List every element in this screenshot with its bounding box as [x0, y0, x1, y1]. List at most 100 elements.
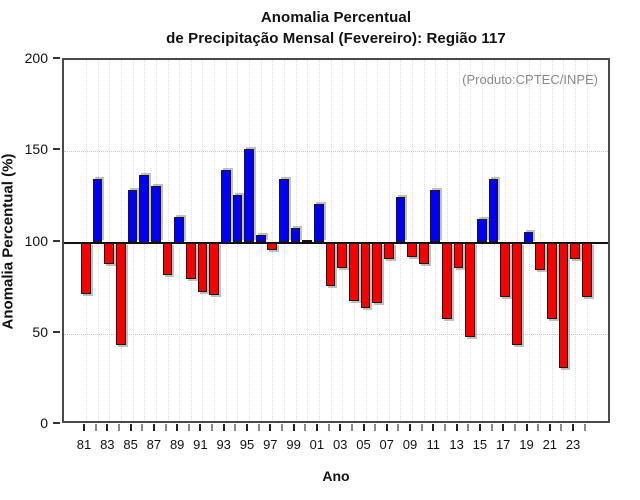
bar-1996 — [255, 235, 266, 243]
x-tick-2023 — [572, 424, 574, 431]
y-tick-50 — [53, 330, 60, 333]
bar-2023 — [570, 242, 580, 259]
horizontal-gridline-50 — [64, 333, 608, 335]
x-tick-label-2005: 05 — [356, 437, 371, 452]
x-tick-2013 — [455, 424, 458, 431]
bar-2000 — [302, 240, 313, 242]
y-tick-150 — [53, 148, 60, 151]
bar-2009 — [407, 242, 417, 258]
bar-1986 — [139, 175, 150, 243]
x-tick-1994 — [234, 424, 237, 431]
x-tick-1981 — [83, 424, 85, 431]
vertical-gridline — [190, 60, 192, 421]
bar-2012 — [442, 242, 452, 320]
bar-2002 — [325, 242, 336, 287]
vertical-gridline — [505, 60, 507, 421]
bar-2016 — [488, 178, 499, 243]
x-tick-2004 — [350, 424, 353, 431]
x-tick-2022 — [560, 424, 563, 431]
vertical-gridline — [342, 60, 344, 421]
y-tick-label-100: 100 — [24, 232, 48, 249]
bar-2003 — [337, 242, 348, 269]
bar-1992 — [209, 242, 219, 296]
x-tick-label-1989: 89 — [169, 437, 185, 452]
y-tick-100 — [53, 239, 60, 242]
x-tick-1984 — [117, 424, 120, 431]
x-tick-2012 — [444, 424, 446, 431]
x-tick-label-2001: 01 — [309, 437, 325, 452]
vertical-gridline — [202, 60, 204, 421]
x-tick-label-1985: 85 — [123, 437, 138, 452]
x-tick-2018 — [513, 424, 516, 431]
x-tick-label-2013: 13 — [449, 437, 464, 452]
vertical-gridline — [330, 60, 332, 421]
x-tick-label-2003: 03 — [332, 437, 348, 452]
vertical-gridline — [516, 60, 518, 421]
bar-2011 — [430, 189, 441, 243]
vertical-gridline — [551, 60, 553, 421]
vertical-gridline — [563, 60, 565, 421]
x-tick-1997 — [269, 424, 272, 431]
vertical-gridline — [412, 60, 413, 421]
x-tick-2007 — [385, 424, 388, 431]
x-tick-2019 — [525, 424, 528, 431]
bar-1999 — [290, 227, 301, 243]
x-tick-label-1981: 81 — [76, 437, 92, 452]
x-tick-1982 — [94, 424, 97, 431]
bar-2004 — [348, 242, 359, 301]
x-tick-2014 — [467, 424, 470, 431]
y-tick-label-150: 150 — [24, 141, 48, 158]
bar-2010 — [418, 242, 429, 265]
bar-2006 — [372, 242, 382, 303]
bar-2018 — [511, 242, 522, 345]
vertical-gridline — [470, 60, 472, 421]
x-tick-label-2015: 15 — [472, 437, 488, 452]
y-tick-200 — [53, 57, 60, 59]
bar-2001 — [314, 204, 324, 243]
bar-1985 — [127, 189, 138, 243]
vertical-gridline — [109, 60, 111, 421]
x-tick-label-1993: 93 — [216, 437, 231, 452]
bar-1987 — [151, 185, 161, 243]
x-tick-label-2017: 17 — [495, 437, 511, 452]
vertical-gridline — [120, 60, 122, 421]
bar-1994 — [232, 195, 243, 243]
x-tick-label-2019: 19 — [519, 437, 534, 452]
x-tick-label-2023: 23 — [565, 437, 581, 452]
x-tick-1987 — [152, 424, 155, 431]
bar-2013 — [453, 242, 464, 269]
baseline-100pct — [64, 241, 608, 244]
vertical-gridline — [353, 60, 355, 421]
x-tick-2006 — [374, 424, 377, 431]
x-tick-1988 — [164, 424, 167, 431]
horizontal-gridline-150 — [64, 151, 608, 153]
x-tick-label-2007: 07 — [379, 437, 394, 452]
x-tick-2005 — [362, 424, 365, 431]
bar-2021 — [546, 242, 557, 320]
vertical-gridline — [86, 60, 87, 421]
bar-2020 — [535, 242, 545, 270]
bar-1989 — [174, 217, 185, 243]
x-tick-label-2021: 21 — [542, 437, 558, 452]
bar-1991 — [197, 242, 208, 292]
x-tick-2000 — [304, 424, 307, 431]
x-tick-label-1991: 91 — [193, 437, 208, 452]
x-tick-2016 — [490, 424, 493, 431]
x-tick-1993 — [222, 424, 225, 431]
bar-1981 — [81, 242, 91, 294]
x-tick-2011 — [432, 424, 435, 431]
bar-1983 — [104, 242, 115, 265]
x-tick-1990 — [187, 424, 190, 431]
x-tick-2015 — [478, 424, 481, 431]
bar-2015 — [477, 218, 487, 243]
x-tick-2009 — [409, 424, 411, 431]
x-tick-2001 — [315, 424, 318, 431]
bar-1982 — [92, 178, 103, 243]
y-tick-0 — [53, 422, 60, 424]
x-tick-1992 — [211, 424, 214, 431]
x-tick-2017 — [502, 424, 505, 431]
bar-2014 — [465, 242, 476, 338]
vertical-gridline — [447, 60, 448, 421]
x-tick-1996 — [257, 424, 260, 431]
plot-area: (Produto:CPTEC/INPE) — [62, 58, 610, 423]
